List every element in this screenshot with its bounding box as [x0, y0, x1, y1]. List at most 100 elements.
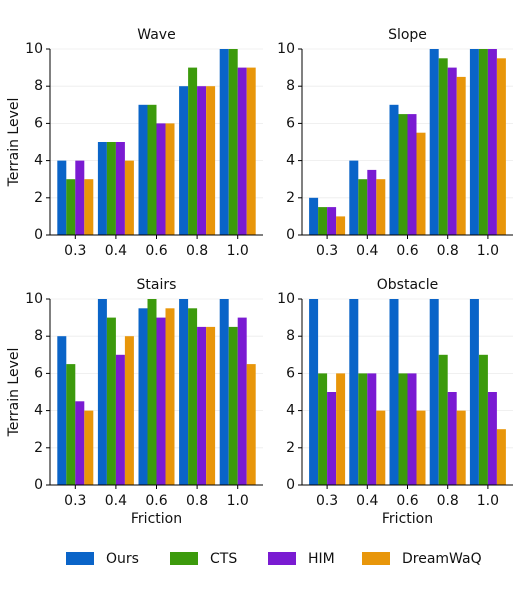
y-tick-label: 4 [286, 153, 295, 169]
x-tick-label: 0.3 [316, 493, 338, 509]
bar [138, 308, 148, 485]
bar [376, 410, 386, 485]
bar [367, 373, 377, 485]
legend-label: HIM [308, 551, 335, 567]
bar [188, 308, 198, 485]
bar [75, 401, 85, 485]
bar [389, 104, 399, 235]
bar [156, 123, 166, 235]
y-axis-label: Terrain Level [6, 348, 22, 438]
x-tick-label: 0.6 [145, 243, 167, 259]
x-tick-label: 0.8 [186, 493, 208, 509]
x-tick-label: 0.8 [437, 493, 459, 509]
bar [478, 354, 488, 485]
y-tick-label: 0 [34, 227, 43, 243]
bar [66, 364, 76, 485]
x-tick-label: 0.3 [64, 243, 86, 259]
bar [416, 410, 426, 485]
bar [336, 216, 346, 235]
bar [447, 67, 457, 235]
bar [327, 392, 337, 485]
y-tick-label: 0 [286, 477, 295, 493]
bar [376, 179, 386, 235]
x-tick-label: 0.4 [105, 243, 127, 259]
bar [165, 308, 175, 485]
bar [407, 114, 417, 235]
x-tick-label: 1.0 [477, 493, 499, 509]
bar [358, 373, 368, 485]
x-tick-label: 1.0 [227, 493, 249, 509]
x-tick-label: 0.3 [64, 493, 86, 509]
bar [115, 354, 125, 485]
chart-title: Obstacle [377, 277, 438, 293]
bar [106, 317, 116, 485]
bar [416, 132, 426, 235]
bar [165, 123, 175, 235]
bar [124, 160, 134, 235]
y-tick-label: 2 [286, 190, 295, 206]
bar [197, 86, 207, 235]
legend-swatch [268, 552, 296, 565]
x-tick-label: 0.3 [316, 243, 338, 259]
y-tick-label: 2 [34, 190, 43, 206]
x-tick-label: 1.0 [477, 243, 499, 259]
bar [66, 179, 76, 235]
bar [407, 373, 417, 485]
x-tick-label: 0.8 [186, 243, 208, 259]
bar [246, 364, 256, 485]
bar [496, 58, 506, 235]
y-tick-label: 0 [34, 477, 43, 493]
bar [237, 317, 247, 485]
chart-title: Slope [388, 27, 427, 43]
y-tick-label: 6 [286, 365, 295, 381]
bar [456, 410, 466, 485]
y-tick-label: 10 [25, 41, 43, 57]
bar [84, 179, 94, 235]
x-tick-label: 1.0 [227, 243, 249, 259]
bar [57, 160, 67, 235]
bar [156, 317, 166, 485]
x-tick-label: 0.8 [437, 243, 459, 259]
bar [327, 207, 337, 235]
bar [358, 179, 368, 235]
y-tick-label: 8 [286, 78, 295, 94]
y-tick-label: 8 [34, 328, 43, 344]
bar [469, 299, 479, 485]
bar [237, 67, 247, 235]
bar [57, 336, 67, 485]
bar [398, 373, 408, 485]
bar [318, 207, 328, 235]
x-axis-label: Friction [382, 511, 433, 527]
bar [447, 392, 457, 485]
bar [487, 392, 497, 485]
y-tick-label: 8 [34, 78, 43, 94]
bar [179, 299, 189, 485]
bar [124, 336, 134, 485]
bar [398, 114, 408, 235]
y-tick-label: 4 [286, 403, 295, 419]
bar [456, 76, 466, 236]
bar [367, 169, 377, 235]
legend-label: Ours [106, 551, 139, 567]
x-tick-label: 0.6 [145, 493, 167, 509]
y-tick-label: 6 [34, 365, 43, 381]
y-tick-label: 10 [277, 41, 295, 57]
bar [219, 49, 229, 235]
x-tick-label: 0.6 [396, 243, 418, 259]
bar [487, 49, 497, 235]
x-tick-label: 0.4 [105, 493, 127, 509]
legend-label: DreamWaQ [402, 551, 482, 567]
bar [246, 67, 256, 235]
bar [389, 299, 399, 485]
y-tick-label: 6 [286, 115, 295, 131]
bar [309, 197, 319, 235]
chart-title: Wave [137, 27, 175, 43]
x-tick-label: 0.4 [356, 493, 378, 509]
bar [75, 160, 85, 235]
bar [197, 326, 207, 485]
chart-title: Stairs [137, 277, 177, 293]
bar [97, 142, 107, 235]
y-tick-label: 2 [286, 440, 295, 456]
bar [206, 326, 216, 485]
